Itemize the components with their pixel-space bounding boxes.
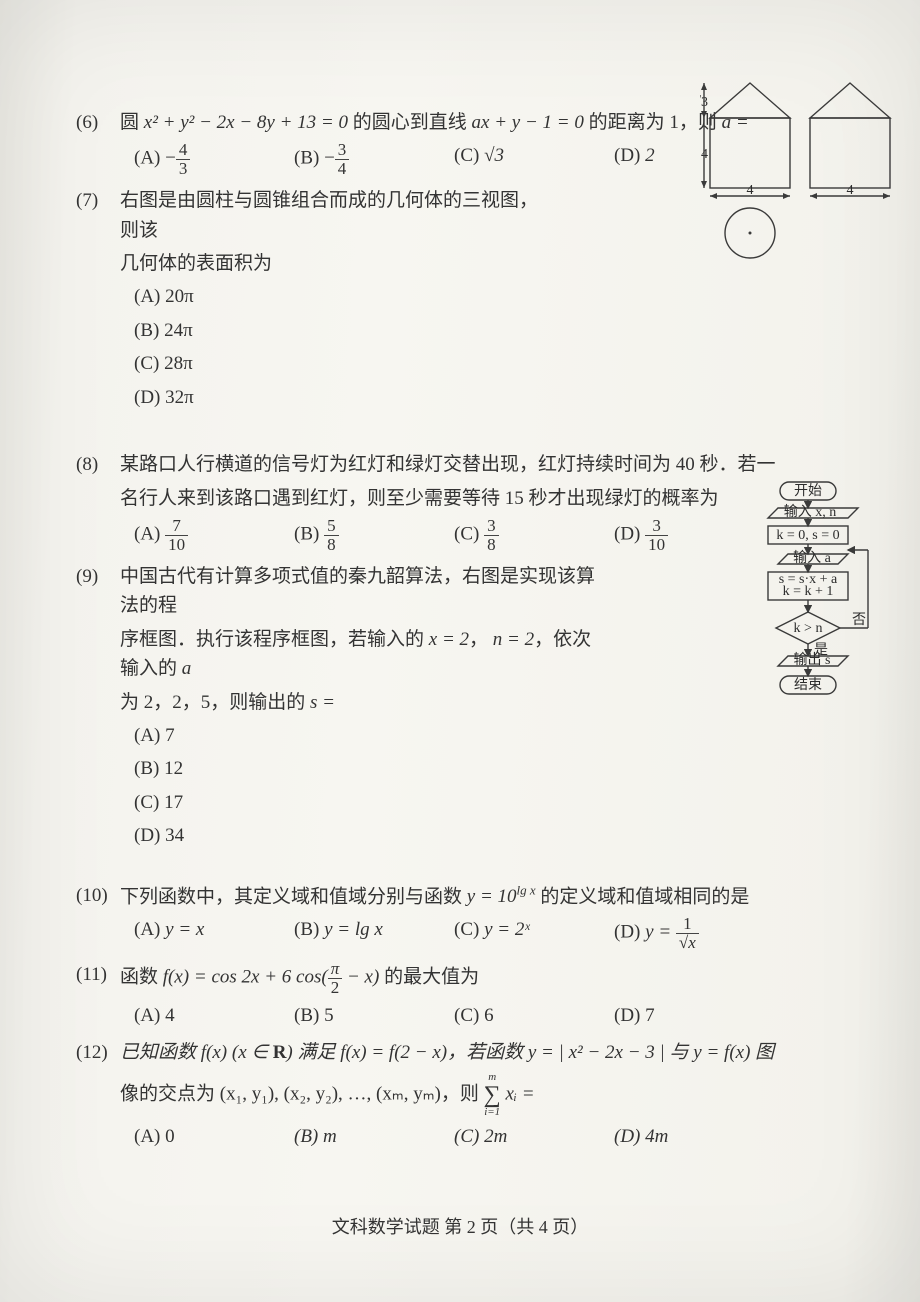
q7-stem-line1: 右图是由圆柱与圆锥组合而成的几何体的三视图，则该	[120, 186, 540, 245]
q7-opt-c: (C) 28π	[134, 349, 830, 378]
q9-options: (A) 7 (B) 12 (C) 17 (D) 34	[134, 721, 830, 851]
q8-number: (8)	[76, 450, 98, 479]
q8-opt-c: (C) 38	[454, 517, 604, 554]
q10-options: (A) y = x (B) y = lg x (C) y = 2ˣ (D) y …	[134, 915, 830, 952]
q12-options: (A) 0 (B) m (C) 2m (D) 4m	[134, 1122, 830, 1151]
q12-stem-line1: 已知函数 f(x) (x ∈ R) 满足 f(x) = f(2 − x)，若函数…	[120, 1038, 830, 1067]
label-w1: 4	[747, 183, 754, 198]
q12-stem-line2: 像的交点为 (x₁, y₁), (x₂, y₂), …, (xₘ, yₘ)，则 …	[120, 1072, 830, 1118]
q9-opt-a: (A) 7	[134, 721, 830, 750]
question-12: (12) 已知函数 f(x) (x ∈ R) 满足 f(x) = f(2 − x…	[120, 1038, 830, 1151]
flowchart-icon: 开始 输入 x, n k = 0, s = 0 输入 a s = s·x + a…	[750, 480, 880, 740]
q6-opt-b: (B) −34	[294, 141, 444, 178]
q12-opt-c: (C) 2m	[454, 1122, 604, 1151]
q10-opt-d: (D) y = 1√x	[614, 915, 764, 952]
q8-options: (A) 710 (B) 58 (C) 38 (D) 310	[134, 517, 830, 554]
q7-number: (7)	[76, 186, 98, 215]
q8-opt-d: (D) 310	[614, 517, 764, 554]
q11-stem: 函数 f(x) = cos 2x + 6 cos(π2 − x) 的最大值为	[120, 960, 830, 997]
page-footer: 文科数学试题 第 2 页（共 4 页）	[0, 1214, 920, 1242]
q9-opt-b: (B) 12	[134, 754, 830, 783]
q9-stem-line1: 中国古代有计算多项式值的秦九韶算法，右图是实现该算法的程	[120, 562, 610, 621]
q6-number: (6)	[76, 108, 98, 137]
q9-stem-line3: 为 2，2，5，则输出的 s =	[120, 688, 830, 717]
q6-opt-a: (A) −43	[134, 141, 284, 178]
fc-no: 否	[852, 613, 866, 628]
q10-stem: 下列函数中，其定义域和值域分别与函数 y = 10lg x 的定义域和值域相同的…	[120, 881, 830, 912]
q9-stem-line2: 序框图．执行该程序框图，若输入的 x = 2， n = 2，依次输入的 a	[120, 625, 610, 684]
three-view-icon: 2√3 4 4 4	[700, 78, 900, 268]
q8-opt-a: (A) 710	[134, 517, 284, 554]
q7-opt-a: (A) 20π	[134, 282, 830, 311]
q7-figure: 2√3 4 4 4	[700, 78, 900, 277]
q11-number: (11)	[76, 960, 107, 989]
question-11: (11) 函数 f(x) = cos 2x + 6 cos(π2 − x) 的最…	[120, 960, 830, 1030]
q12-opt-d: (D) 4m	[614, 1122, 764, 1151]
q9-number: (9)	[76, 562, 98, 591]
q7-opt-b: (B) 24π	[134, 316, 830, 345]
q12-opt-a: (A) 0	[134, 1122, 284, 1151]
q9-flowchart: 开始 输入 x, n k = 0, s = 0 输入 a s = s·x + a…	[750, 480, 880, 749]
q9-opt-c: (C) 17	[134, 788, 830, 817]
q6-opt-c: (C) √3	[454, 141, 604, 178]
q11-opt-a: (A) 4	[134, 1001, 284, 1030]
q12-opt-b: (B) m	[294, 1122, 444, 1151]
fc-end: 结束	[794, 677, 822, 693]
q7-opt-d: (D) 32π	[134, 383, 830, 412]
question-9: (9) 中国古代有计算多项式值的秦九韶算法，右图是实现该算法的程 序框图．执行该…	[120, 562, 830, 851]
fc-input1: 输入 x, n	[784, 504, 837, 520]
q8-opt-b: (B) 58	[294, 517, 444, 554]
label-w2: 4	[847, 183, 854, 198]
question-8: (8) 某路口人行横道的信号灯为红灯和绿灯交替出现，红灯持续时间为 40 秒．若…	[120, 450, 830, 554]
question-10: (10) 下列函数中，其定义域和值域分别与函数 y = 10lg x 的定义域和…	[120, 881, 830, 952]
q11-opt-b: (B) 5	[294, 1001, 444, 1030]
q11-options: (A) 4 (B) 5 (C) 6 (D) 7	[134, 1001, 830, 1030]
q8-stem-line2: 名行人来到该路口遇到红灯，则至少需要等待 15 秒才出现绿灯的概率为	[120, 484, 830, 513]
q11-opt-c: (C) 6	[454, 1001, 604, 1030]
fc-input2: 输入 a	[793, 550, 831, 566]
fc-cond: k > n	[794, 621, 823, 636]
q7-options: (A) 20π (B) 24π (C) 28π (D) 32π	[134, 282, 830, 412]
q10-number: (10)	[76, 881, 108, 910]
q10-opt-a: (A) y = x	[134, 915, 284, 952]
fc-start: 开始	[794, 483, 822, 499]
q12-number: (12)	[76, 1038, 108, 1067]
q10-opt-c: (C) y = 2ˣ	[454, 915, 604, 952]
q9-opt-d: (D) 34	[134, 821, 830, 850]
fc-init: k = 0, s = 0	[776, 528, 839, 543]
svg-text:k = k + 1: k = k + 1	[783, 584, 834, 599]
fc-output: 输出 s	[794, 652, 831, 668]
q10-opt-b: (B) y = lg x	[294, 915, 444, 952]
q8-stem-line1: 某路口人行横道的信号灯为红灯和绿灯交替出现，红灯持续时间为 40 秒．若一	[120, 450, 830, 479]
q11-opt-d: (D) 7	[614, 1001, 764, 1030]
